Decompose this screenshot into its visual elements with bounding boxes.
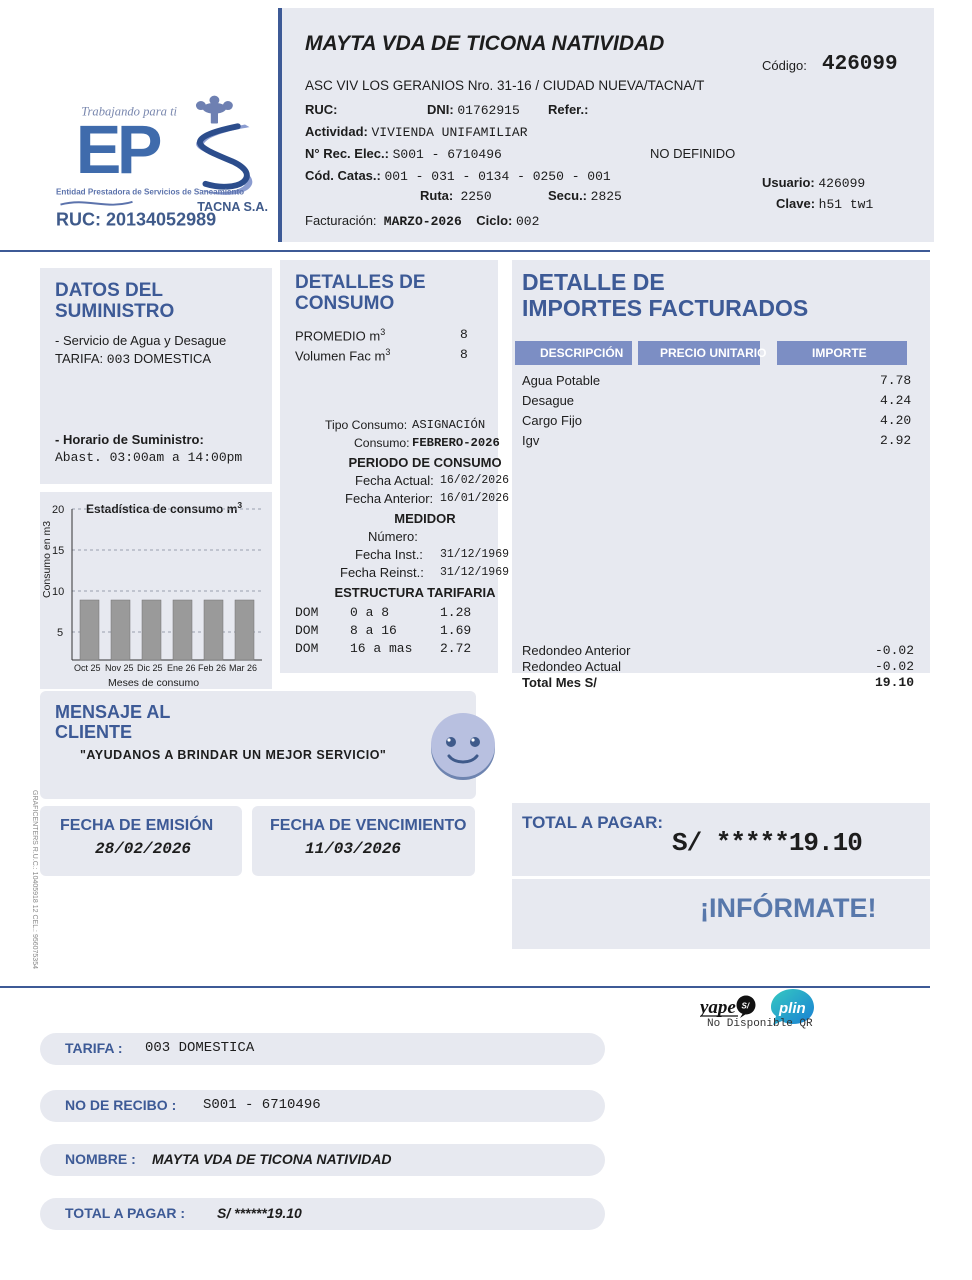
svg-text:15: 15 xyxy=(52,545,64,557)
svg-text:20: 20 xyxy=(52,504,64,516)
svg-text:S/: S/ xyxy=(742,1002,750,1011)
svg-text:Consumo en m3: Consumo en m3 xyxy=(41,521,53,598)
svg-text:5: 5 xyxy=(57,627,63,639)
svg-text:10: 10 xyxy=(52,586,64,598)
svg-text:yape: yape xyxy=(700,997,736,1018)
svg-text:Mar 26: Mar 26 xyxy=(229,663,257,673)
svg-text:Meses de consumo: Meses de consumo xyxy=(108,677,199,689)
svg-text:Feb 26: Feb 26 xyxy=(198,663,226,673)
svg-text:plin: plin xyxy=(778,1000,806,1017)
svg-text:RUC: 20134052989: RUC: 20134052989 xyxy=(56,209,216,229)
svg-text:Dic 25: Dic 25 xyxy=(137,663,163,673)
svg-text:Estadística de consumo m3: Estadística de consumo m3 xyxy=(86,500,242,516)
svg-text:Ene 26: Ene 26 xyxy=(167,663,196,673)
svg-text:EP: EP xyxy=(76,112,161,188)
svg-text:Entidad Prestadora de Servicio: Entidad Prestadora de Servicios de Sanea… xyxy=(56,188,244,197)
svg-text:Nov 25: Nov 25 xyxy=(105,663,134,673)
svg-text:Oct 25: Oct 25 xyxy=(74,663,101,673)
